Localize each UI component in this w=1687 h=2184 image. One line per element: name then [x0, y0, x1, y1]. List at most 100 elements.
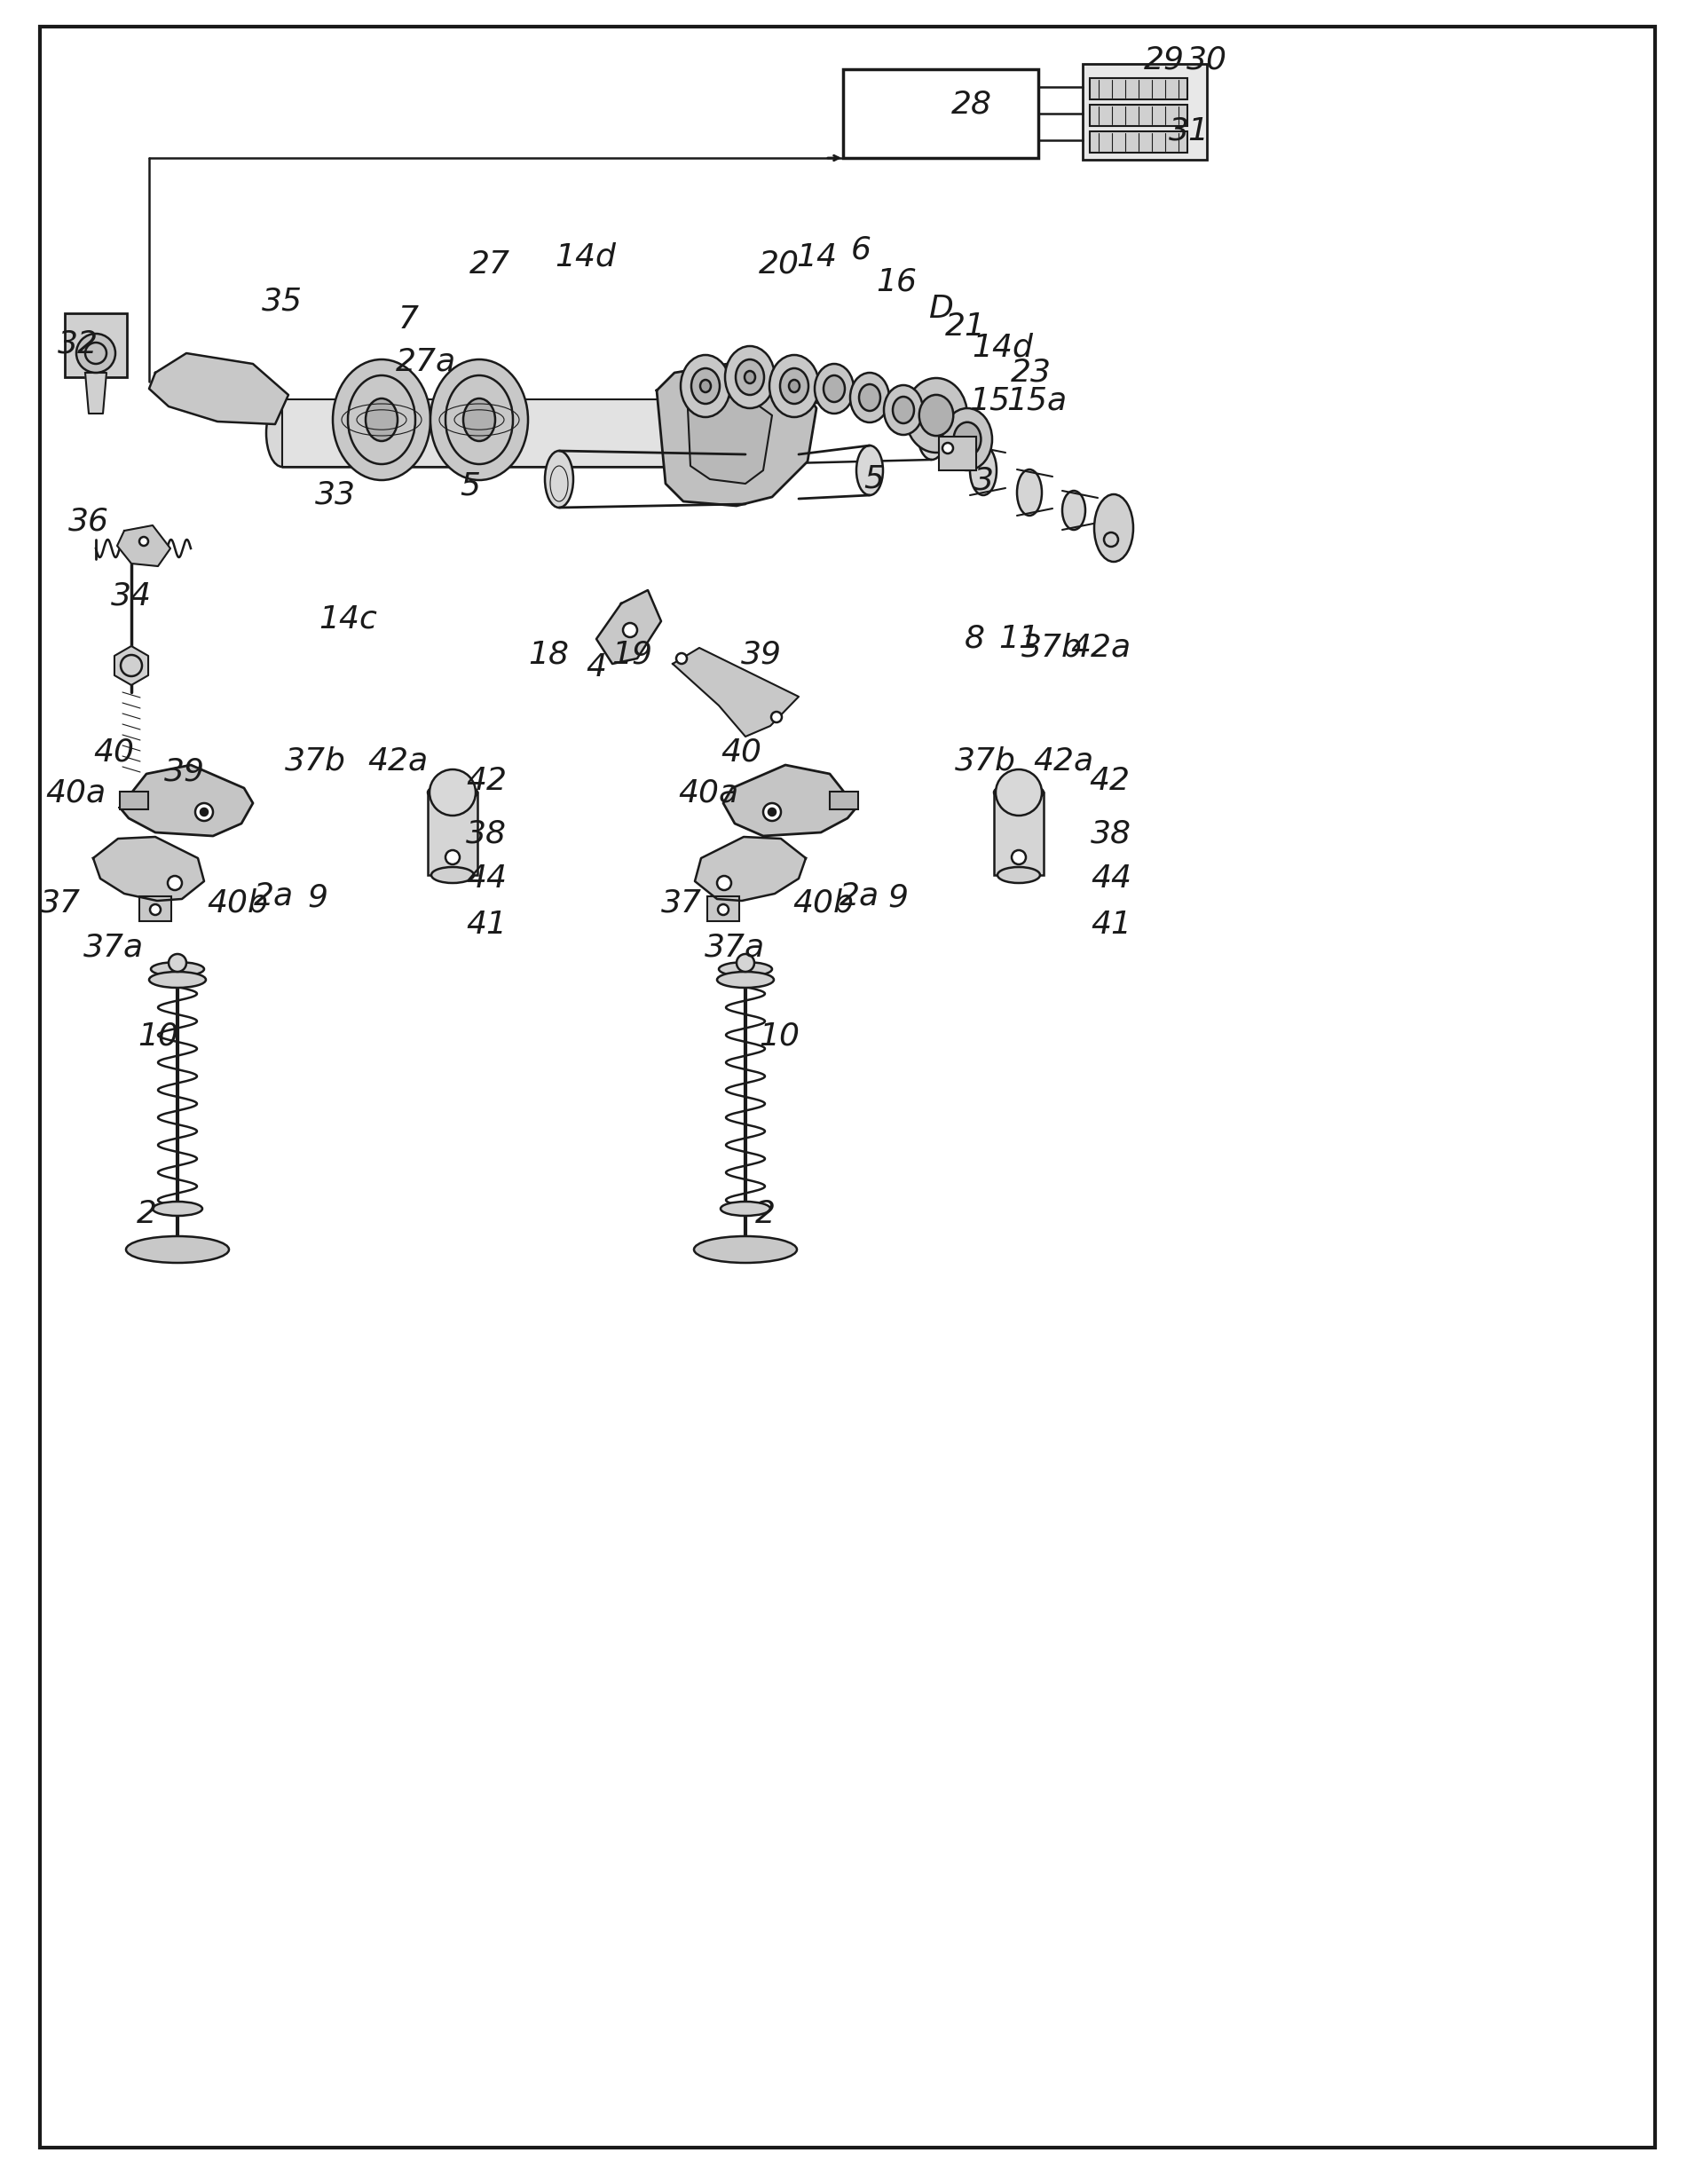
Circle shape	[196, 804, 213, 821]
Ellipse shape	[790, 380, 800, 393]
Bar	[830, 791, 859, 810]
Bar	[844, 70, 1038, 157]
Text: 10: 10	[138, 1022, 179, 1053]
Ellipse shape	[739, 402, 771, 465]
Text: 40: 40	[720, 738, 761, 767]
Text: 35: 35	[261, 286, 302, 317]
Ellipse shape	[884, 384, 923, 435]
Text: 14c: 14c	[319, 605, 378, 636]
Text: 44: 44	[1091, 863, 1132, 893]
Polygon shape	[93, 836, 204, 900]
Ellipse shape	[857, 446, 882, 496]
Circle shape	[763, 804, 781, 821]
Text: 27a: 27a	[396, 347, 455, 378]
Text: 30: 30	[1186, 46, 1228, 76]
Text: 28: 28	[951, 90, 992, 120]
Ellipse shape	[366, 397, 398, 441]
Text: 5: 5	[461, 472, 481, 502]
Text: 34: 34	[111, 581, 152, 612]
Text: 44: 44	[466, 863, 506, 893]
Polygon shape	[695, 836, 806, 900]
Ellipse shape	[430, 769, 476, 815]
Ellipse shape	[953, 422, 980, 456]
Bar	[707, 895, 739, 922]
Text: 9: 9	[887, 882, 908, 913]
Text: 2a: 2a	[253, 880, 294, 911]
Ellipse shape	[919, 395, 953, 437]
Text: 40b: 40b	[793, 889, 854, 919]
Text: 14: 14	[796, 242, 837, 273]
Polygon shape	[116, 526, 170, 566]
Text: 41: 41	[466, 909, 506, 939]
Polygon shape	[84, 373, 106, 413]
Text: 27: 27	[469, 249, 509, 280]
Bar	[140, 895, 172, 922]
Bar	[120, 791, 148, 810]
Text: 37a: 37a	[705, 933, 764, 963]
Ellipse shape	[464, 397, 496, 441]
Text: 32: 32	[57, 330, 98, 360]
Ellipse shape	[725, 345, 774, 408]
Text: 19: 19	[611, 640, 653, 670]
Ellipse shape	[1095, 494, 1134, 561]
Circle shape	[676, 653, 687, 664]
Text: 6: 6	[850, 236, 870, 264]
Text: 4: 4	[585, 653, 607, 681]
Circle shape	[717, 876, 730, 891]
Bar	[940, 437, 977, 470]
Ellipse shape	[1017, 470, 1043, 515]
Text: 40a: 40a	[46, 778, 106, 808]
Ellipse shape	[693, 1236, 796, 1262]
Ellipse shape	[815, 365, 854, 413]
Text: 21: 21	[945, 312, 985, 341]
Text: 42a: 42a	[1070, 633, 1130, 664]
Text: 37b: 37b	[285, 747, 346, 778]
Text: 42: 42	[1088, 767, 1130, 795]
Ellipse shape	[720, 1201, 771, 1216]
Ellipse shape	[719, 961, 773, 976]
Text: 37b: 37b	[955, 747, 1016, 778]
Circle shape	[719, 904, 729, 915]
Bar	[1090, 131, 1188, 153]
Text: 20: 20	[759, 249, 800, 280]
Text: 9: 9	[307, 882, 327, 913]
Text: 40b: 40b	[208, 889, 268, 919]
Polygon shape	[282, 400, 670, 467]
Ellipse shape	[432, 867, 474, 882]
Polygon shape	[115, 646, 148, 686]
Polygon shape	[120, 764, 253, 836]
Text: 10: 10	[759, 1022, 800, 1053]
Text: 38: 38	[466, 819, 506, 850]
Text: 40a: 40a	[678, 778, 739, 808]
Text: 33: 33	[315, 480, 356, 511]
Circle shape	[445, 850, 459, 865]
Circle shape	[623, 622, 638, 638]
Text: 41: 41	[1091, 909, 1132, 939]
Text: 2a: 2a	[838, 880, 879, 911]
Text: 31: 31	[1169, 116, 1210, 146]
Ellipse shape	[892, 397, 914, 424]
Ellipse shape	[744, 371, 756, 384]
Text: 15a: 15a	[1005, 387, 1066, 417]
Ellipse shape	[906, 378, 967, 452]
Ellipse shape	[1063, 491, 1085, 531]
Text: 37: 37	[40, 889, 81, 919]
Ellipse shape	[943, 408, 992, 470]
Circle shape	[76, 334, 115, 373]
Bar	[1090, 79, 1188, 100]
Circle shape	[1012, 850, 1026, 865]
Polygon shape	[688, 395, 773, 483]
Text: 5: 5	[864, 465, 884, 494]
Text: 38: 38	[1091, 819, 1132, 850]
Ellipse shape	[970, 446, 997, 496]
Ellipse shape	[918, 406, 946, 459]
Text: 39: 39	[164, 758, 206, 786]
Text: 2: 2	[754, 1199, 774, 1230]
Ellipse shape	[332, 360, 430, 480]
Ellipse shape	[779, 369, 808, 404]
Bar	[1083, 63, 1206, 159]
Text: 15: 15	[968, 387, 1011, 417]
Ellipse shape	[148, 972, 206, 987]
Text: 11: 11	[999, 625, 1039, 653]
Text: 42: 42	[466, 767, 506, 795]
